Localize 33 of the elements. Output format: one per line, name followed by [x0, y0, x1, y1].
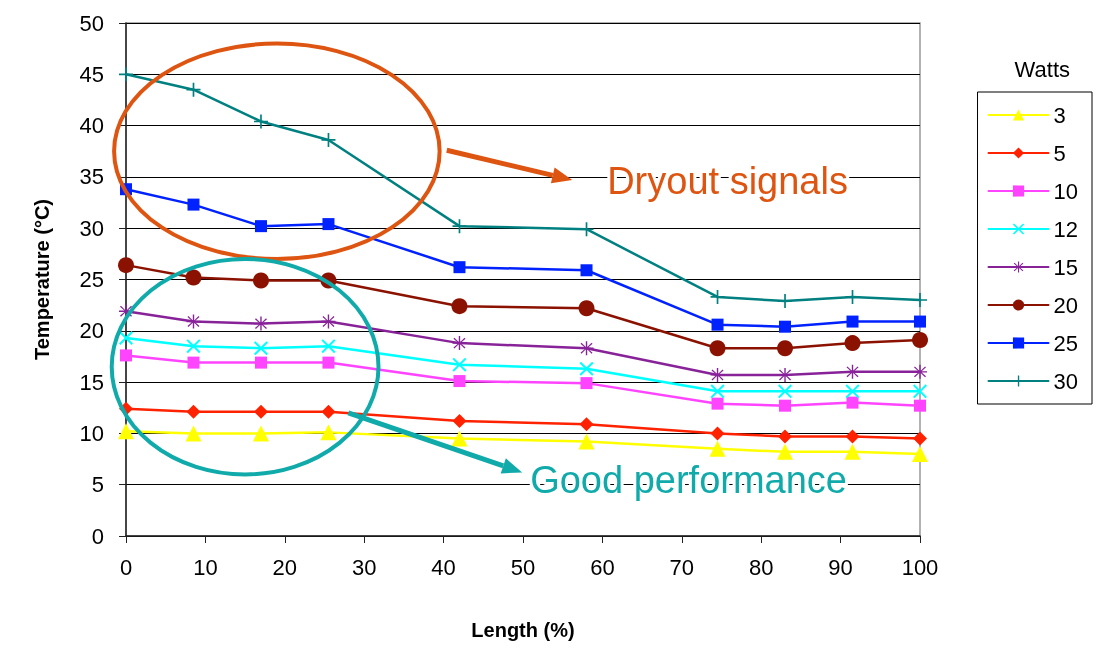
y-tick-label: 40 [79, 113, 104, 139]
x-tick-label: 20 [272, 554, 298, 580]
y-axis-title: Temperature (°C) [31, 199, 53, 360]
legend-label: 15 [1053, 254, 1079, 280]
y-tick-label: 20 [79, 318, 104, 344]
legend-title: Watts [1014, 56, 1071, 82]
y-tick-label: 10 [79, 420, 104, 446]
legend-label: 12 [1053, 216, 1079, 242]
y-tick-label: 15 [79, 369, 104, 395]
x-tick-label: 50 [510, 554, 536, 580]
x-tick-label: 70 [669, 554, 695, 580]
y-tick-label: 50 [79, 10, 104, 36]
legend-label: 20 [1053, 292, 1079, 318]
x-tick-label: 10 [193, 554, 218, 580]
x-tick-label: 100 [901, 554, 939, 580]
y-tick-label: 45 [79, 61, 104, 87]
x-tick-label: 30 [351, 554, 377, 580]
x-tick-label: 40 [431, 554, 456, 580]
x-tick-label: 90 [828, 554, 853, 580]
x-tick-label: 60 [590, 554, 615, 580]
legend-label: 3 [1053, 102, 1066, 128]
legend-label: 25 [1053, 330, 1079, 356]
legend-label: 10 [1053, 178, 1079, 204]
x-axis-title: Length (%) [471, 619, 575, 641]
y-tick-label: 5 [91, 472, 104, 498]
x-tick-label: 80 [748, 554, 774, 580]
y-tick-label: 35 [79, 164, 104, 190]
y-tick-label: 25 [79, 267, 104, 292]
legend-label: 5 [1053, 140, 1066, 166]
x-tick-label: 0 [119, 554, 133, 580]
legend-label: 30 [1053, 368, 1079, 394]
y-tick-label: 0 [91, 523, 104, 549]
y-tick-label: 30 [79, 215, 104, 241]
